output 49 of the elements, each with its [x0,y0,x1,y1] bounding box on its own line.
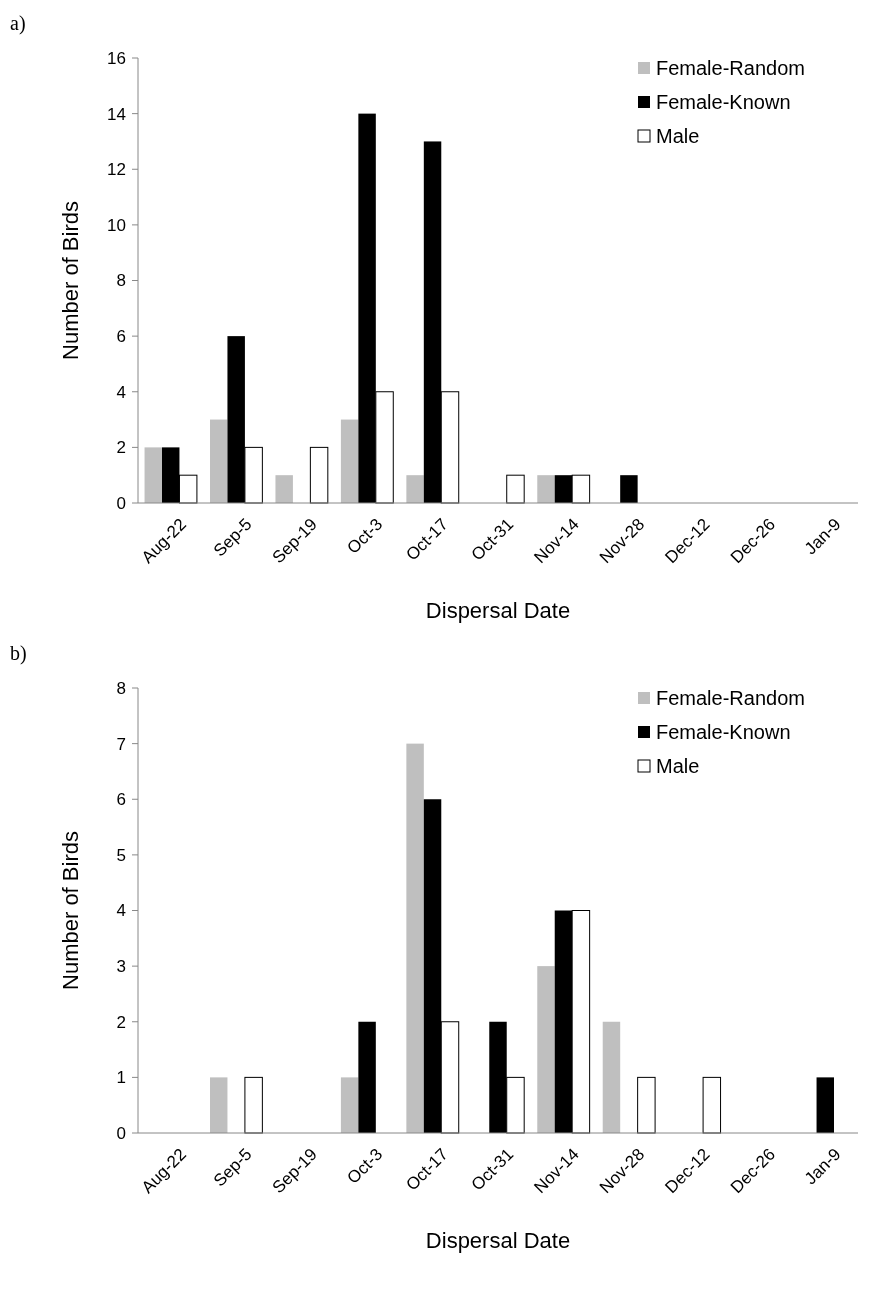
bar [406,475,424,503]
bar [340,1077,359,1133]
y-tick-label: 7 [116,734,126,754]
y-tick-label: 5 [116,845,126,865]
legend-label: Female-Known [656,721,791,743]
bar [637,1076,656,1134]
y-tick-label: 0 [116,1123,126,1143]
y-tick-label: 4 [116,382,126,402]
y-tick-label: 2 [116,1012,126,1032]
bar [144,447,162,503]
legend-label: Female-Random [656,687,805,709]
y-tick-label: 10 [107,215,126,235]
y-tick-label: 3 [116,957,126,977]
bar [620,475,638,503]
legend-label: Female-Known [656,91,791,113]
y-tick-label: 14 [107,104,126,124]
y-tick-label: 2 [116,438,126,458]
bar [275,475,293,503]
bar [210,419,228,503]
y-tick-label: 6 [116,327,126,347]
y-axis-title: Number of Birds [58,201,83,360]
bar [244,1076,263,1134]
bar [506,474,525,504]
bar [537,966,555,1133]
legend-label: Male [656,755,700,777]
text: b) [10,642,27,665]
y-tick-label: 8 [116,271,126,291]
legend-label: Female-Random [656,57,805,79]
bar [537,475,555,503]
y-tick-label: 16 [107,48,126,68]
y-axis-title: Number of Birds [58,831,83,990]
bar [602,1021,621,1133]
x-axis-title: Dispersal Date [425,598,571,623]
legend-label: Male [656,125,700,147]
y-tick-label: 8 [116,678,126,698]
bar [358,1021,376,1133]
y-tick-label: 1 [116,1068,126,1088]
x-axis-title: Dispersal Date [425,1228,571,1253]
bar [702,1076,722,1134]
bar [406,743,424,1133]
bar [340,419,359,503]
y-tick-label: 4 [116,901,126,921]
bar [210,1077,228,1133]
y-tick-label: 12 [107,160,126,180]
y-tick-label: 0 [116,493,126,513]
bar [816,1077,834,1133]
bar [309,446,329,504]
y-tick-label: 6 [116,790,126,810]
text: a) [10,12,26,35]
